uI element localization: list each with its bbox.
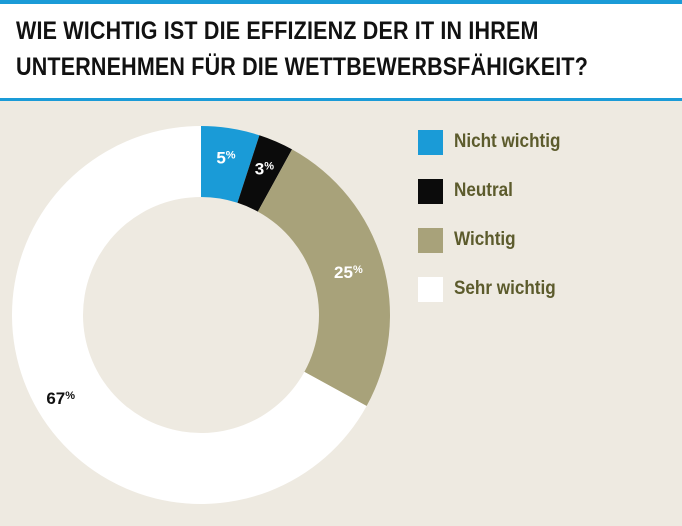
donut-label-wichtig: 25% [334, 263, 363, 282]
legend-label-sehr-wichtig: Sehr wichtig [454, 278, 556, 299]
legend-swatch-nicht-wichtig [418, 130, 443, 155]
legend-label-wichtig: Wichtig [454, 229, 516, 250]
header-bottom-rule [0, 98, 682, 101]
legend-swatch-wichtig [418, 228, 443, 253]
legend-label-nicht-wichtig: Nicht wichtig [454, 131, 561, 152]
legend-label-neutral: Neutral [454, 180, 513, 201]
donut-label-neutral: 3% [255, 160, 274, 179]
donut-label-nicht-wichtig: 5% [216, 148, 235, 167]
donut-slice-wichtig [257, 149, 390, 407]
legend-swatch-neutral [418, 179, 443, 204]
legend-swatch-sehr-wichtig [418, 277, 443, 302]
header-top-rule [0, 0, 682, 4]
header: WIE WICHTIG IST DIE EFFIZIENZ DER IT IN … [0, 4, 682, 98]
chart-title-line-1: WIE WICHTIG IST DIE EFFIZIENZ DER IT IN … [16, 17, 539, 45]
chart-title-line-2: UNTERNEHMEN FÜR DIE WETTBEWERBSFÄHIGKEIT… [16, 53, 589, 81]
donut-slice-nicht-wichtig [201, 126, 260, 203]
donut-chart: 5% 3% 25% 67% [11, 126, 390, 504]
donut-label-sehr-wichtig: 67% [46, 389, 75, 408]
donut-slice-neutral [237, 135, 293, 212]
donut-slice-sehr-wichtig [11, 126, 367, 504]
